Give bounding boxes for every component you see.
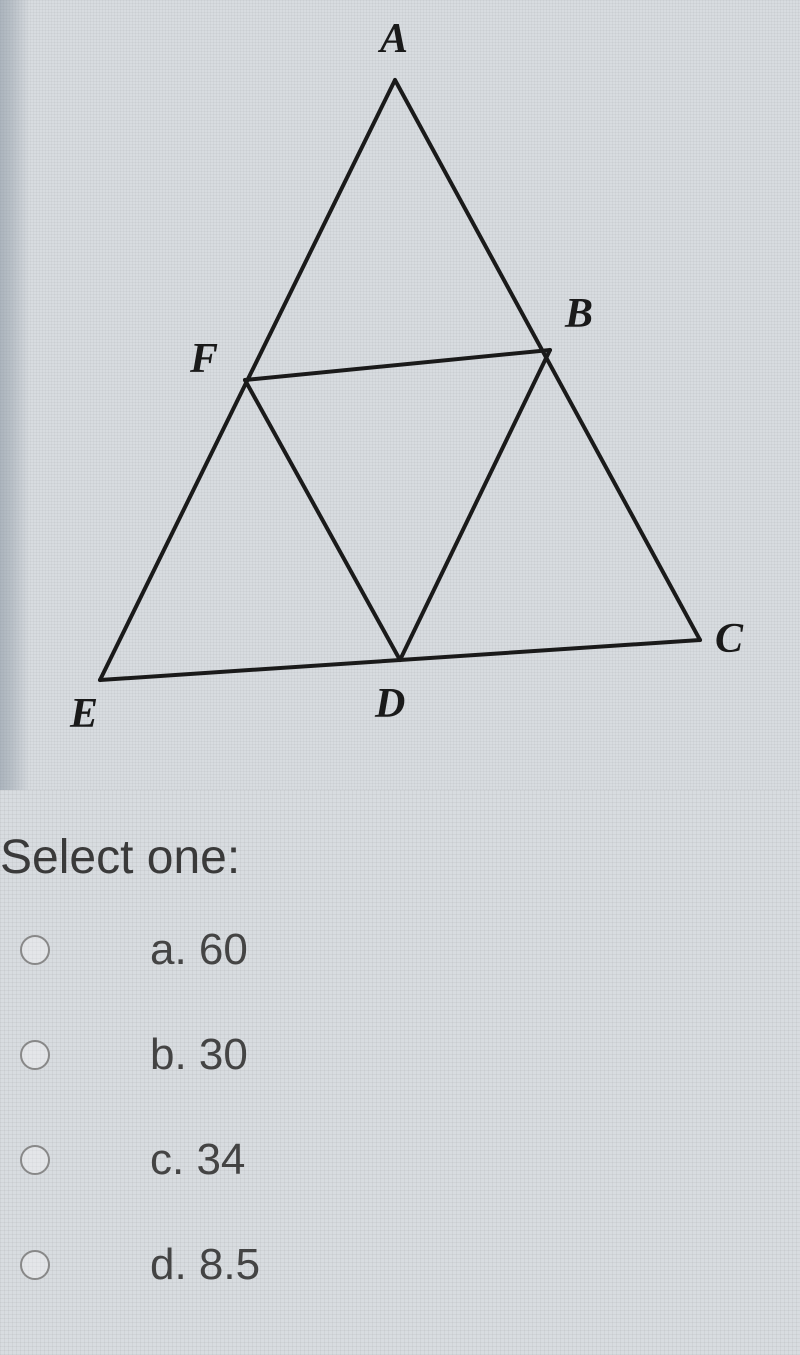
radio-c[interactable] xyxy=(20,1145,50,1175)
vertex-label-B: B xyxy=(565,290,593,338)
option-row-a[interactable]: a. 60 xyxy=(0,925,800,975)
triangle-diagram xyxy=(0,0,800,790)
radio-b[interactable] xyxy=(20,1040,50,1070)
edge-F-D xyxy=(245,380,400,660)
vertex-label-C: C xyxy=(715,615,743,663)
option-row-b[interactable]: b. 30 xyxy=(0,1030,800,1080)
diagram-area: A E C B F D xyxy=(0,0,800,790)
radio-d[interactable] xyxy=(20,1250,50,1280)
edge-B-D xyxy=(400,350,550,660)
vertex-label-D: D xyxy=(375,680,405,728)
vertex-label-E: E xyxy=(70,690,98,738)
option-row-c[interactable]: c. 34 xyxy=(0,1135,800,1185)
radio-a[interactable] xyxy=(20,935,50,965)
option-text-d: d. 8.5 xyxy=(150,1240,260,1290)
vertex-label-A: A xyxy=(380,15,408,63)
answer-area: Select one: a. 60 b. 30 c. 34 d. 8.5 xyxy=(0,790,800,1355)
option-text-a: a. 60 xyxy=(150,925,248,975)
option-row-d[interactable]: d. 8.5 xyxy=(0,1240,800,1290)
option-text-c: c. 34 xyxy=(150,1135,245,1185)
edge-F-B xyxy=(245,350,550,380)
select-one-prompt: Select one: xyxy=(0,830,800,885)
vertex-label-F: F xyxy=(190,335,218,383)
option-text-b: b. 30 xyxy=(150,1030,248,1080)
